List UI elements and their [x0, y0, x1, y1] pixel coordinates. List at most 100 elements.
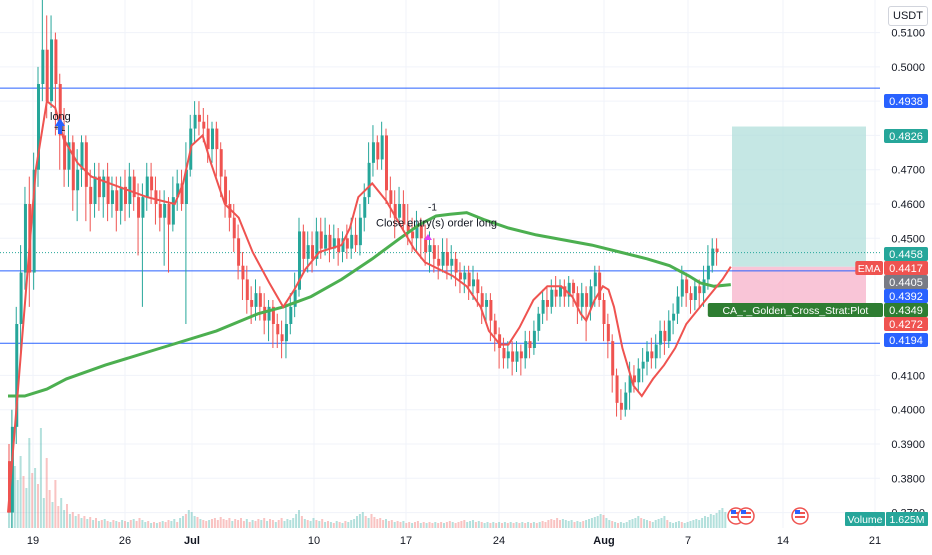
candle: [572, 279, 576, 307]
candle-body: [672, 313, 676, 321]
volume-bar: [109, 522, 112, 528]
price-label-line: 0.4392: [884, 289, 928, 303]
volume-bar: [126, 522, 129, 528]
volume-bar: [402, 521, 405, 528]
horizontal-lines: [0, 87, 880, 344]
volume-bar: [492, 522, 495, 528]
candle: [646, 341, 649, 376]
volume-bar: [573, 522, 576, 528]
candle-body: [328, 234, 332, 249]
us-flag-icon[interactable]: [791, 507, 809, 525]
candle-body: [341, 238, 345, 252]
time-axis[interactable]: 19 26 Jul 10 17 24 Aug 7 14 21: [0, 528, 881, 550]
candle-body: [84, 142, 88, 187]
volume-bar: [263, 518, 266, 528]
candle-body: [293, 289, 297, 307]
price-label-value: 0.4458: [889, 249, 923, 261]
candle: [485, 293, 489, 324]
volume-bar: [382, 520, 385, 528]
candle-body: [250, 300, 254, 307]
candle-body: [263, 306, 267, 321]
candle-body: [367, 162, 371, 198]
currency-button[interactable]: USDT: [888, 6, 928, 26]
candle-body: [537, 313, 541, 331]
candle: [437, 245, 441, 280]
volume-bar: [631, 519, 634, 528]
candle: [354, 217, 358, 252]
volume-bar: [651, 522, 654, 528]
candle: [380, 121, 384, 170]
candle-body: [358, 217, 362, 246]
volume-bars: [8, 428, 727, 528]
ema-line[interactable]: [7, 99, 732, 513]
time-tick-label: 14: [777, 535, 789, 547]
volume-bar: [95, 518, 97, 528]
candle-body: [689, 293, 693, 300]
take-profit-zone[interactable]: [732, 126, 866, 267]
candle-body: [32, 169, 36, 273]
candle-body: [693, 286, 697, 300]
candle: [237, 224, 241, 280]
volume-bar: [405, 523, 408, 528]
volume-bar: [567, 521, 570, 528]
candle: [559, 279, 562, 307]
candle-body: [563, 286, 567, 297]
volume-bar: [103, 519, 106, 528]
candle-body: [150, 176, 154, 191]
volume-bar: [706, 517, 709, 528]
candle: [141, 183, 145, 307]
volume-bar: [509, 522, 512, 528]
volume-bar: [715, 513, 718, 528]
candle: [19, 245, 23, 359]
volume-bar: [396, 521, 399, 528]
volume-bar: [704, 516, 706, 528]
candle-body: [554, 289, 558, 297]
candle: [102, 169, 106, 218]
candle-body: [37, 84, 40, 170]
volume-bar: [231, 521, 234, 528]
candle: [563, 279, 567, 307]
candle: [71, 135, 75, 211]
candle: [324, 217, 328, 256]
candle-body: [276, 324, 280, 335]
close-entry-qty: -1: [428, 203, 437, 214]
candle-body: [93, 176, 97, 204]
candle-body: [254, 293, 258, 307]
candle-body: [89, 186, 93, 204]
volume-bar: [86, 519, 89, 528]
golden-cross-sma-line[interactable]: [8, 211, 731, 398]
us-flag-icon[interactable]: [737, 507, 755, 525]
candle-body: [428, 245, 432, 252]
candle: [519, 344, 523, 376]
volume-bar: [124, 521, 126, 528]
volume-bar: [254, 521, 257, 528]
candle-body: [145, 176, 149, 198]
candle-body: [411, 231, 415, 239]
candle: [376, 135, 380, 170]
candle: [450, 245, 454, 280]
candle-body: [376, 142, 380, 160]
candle-body: [624, 392, 628, 410]
candle: [441, 238, 445, 273]
price-label-value: 0.4194: [889, 335, 923, 347]
volume-bar: [666, 520, 669, 528]
candle: [41, 0, 45, 102]
candle: [263, 293, 267, 335]
volume-bar: [701, 518, 704, 528]
price-label-line: 0.4405: [884, 275, 928, 289]
volume-bar: [376, 519, 379, 528]
volume-bar: [25, 488, 28, 528]
volume-bar: [695, 519, 698, 528]
candle: [124, 169, 127, 222]
candle: [358, 204, 362, 256]
time-tick-label: Jul: [184, 535, 200, 547]
candle-body: [458, 272, 462, 280]
candle: [315, 217, 319, 266]
volume-bar: [428, 522, 431, 528]
volume-bar: [550, 519, 553, 528]
candle-body: [532, 330, 536, 348]
candle: [37, 66, 40, 187]
candle: [463, 265, 467, 294]
